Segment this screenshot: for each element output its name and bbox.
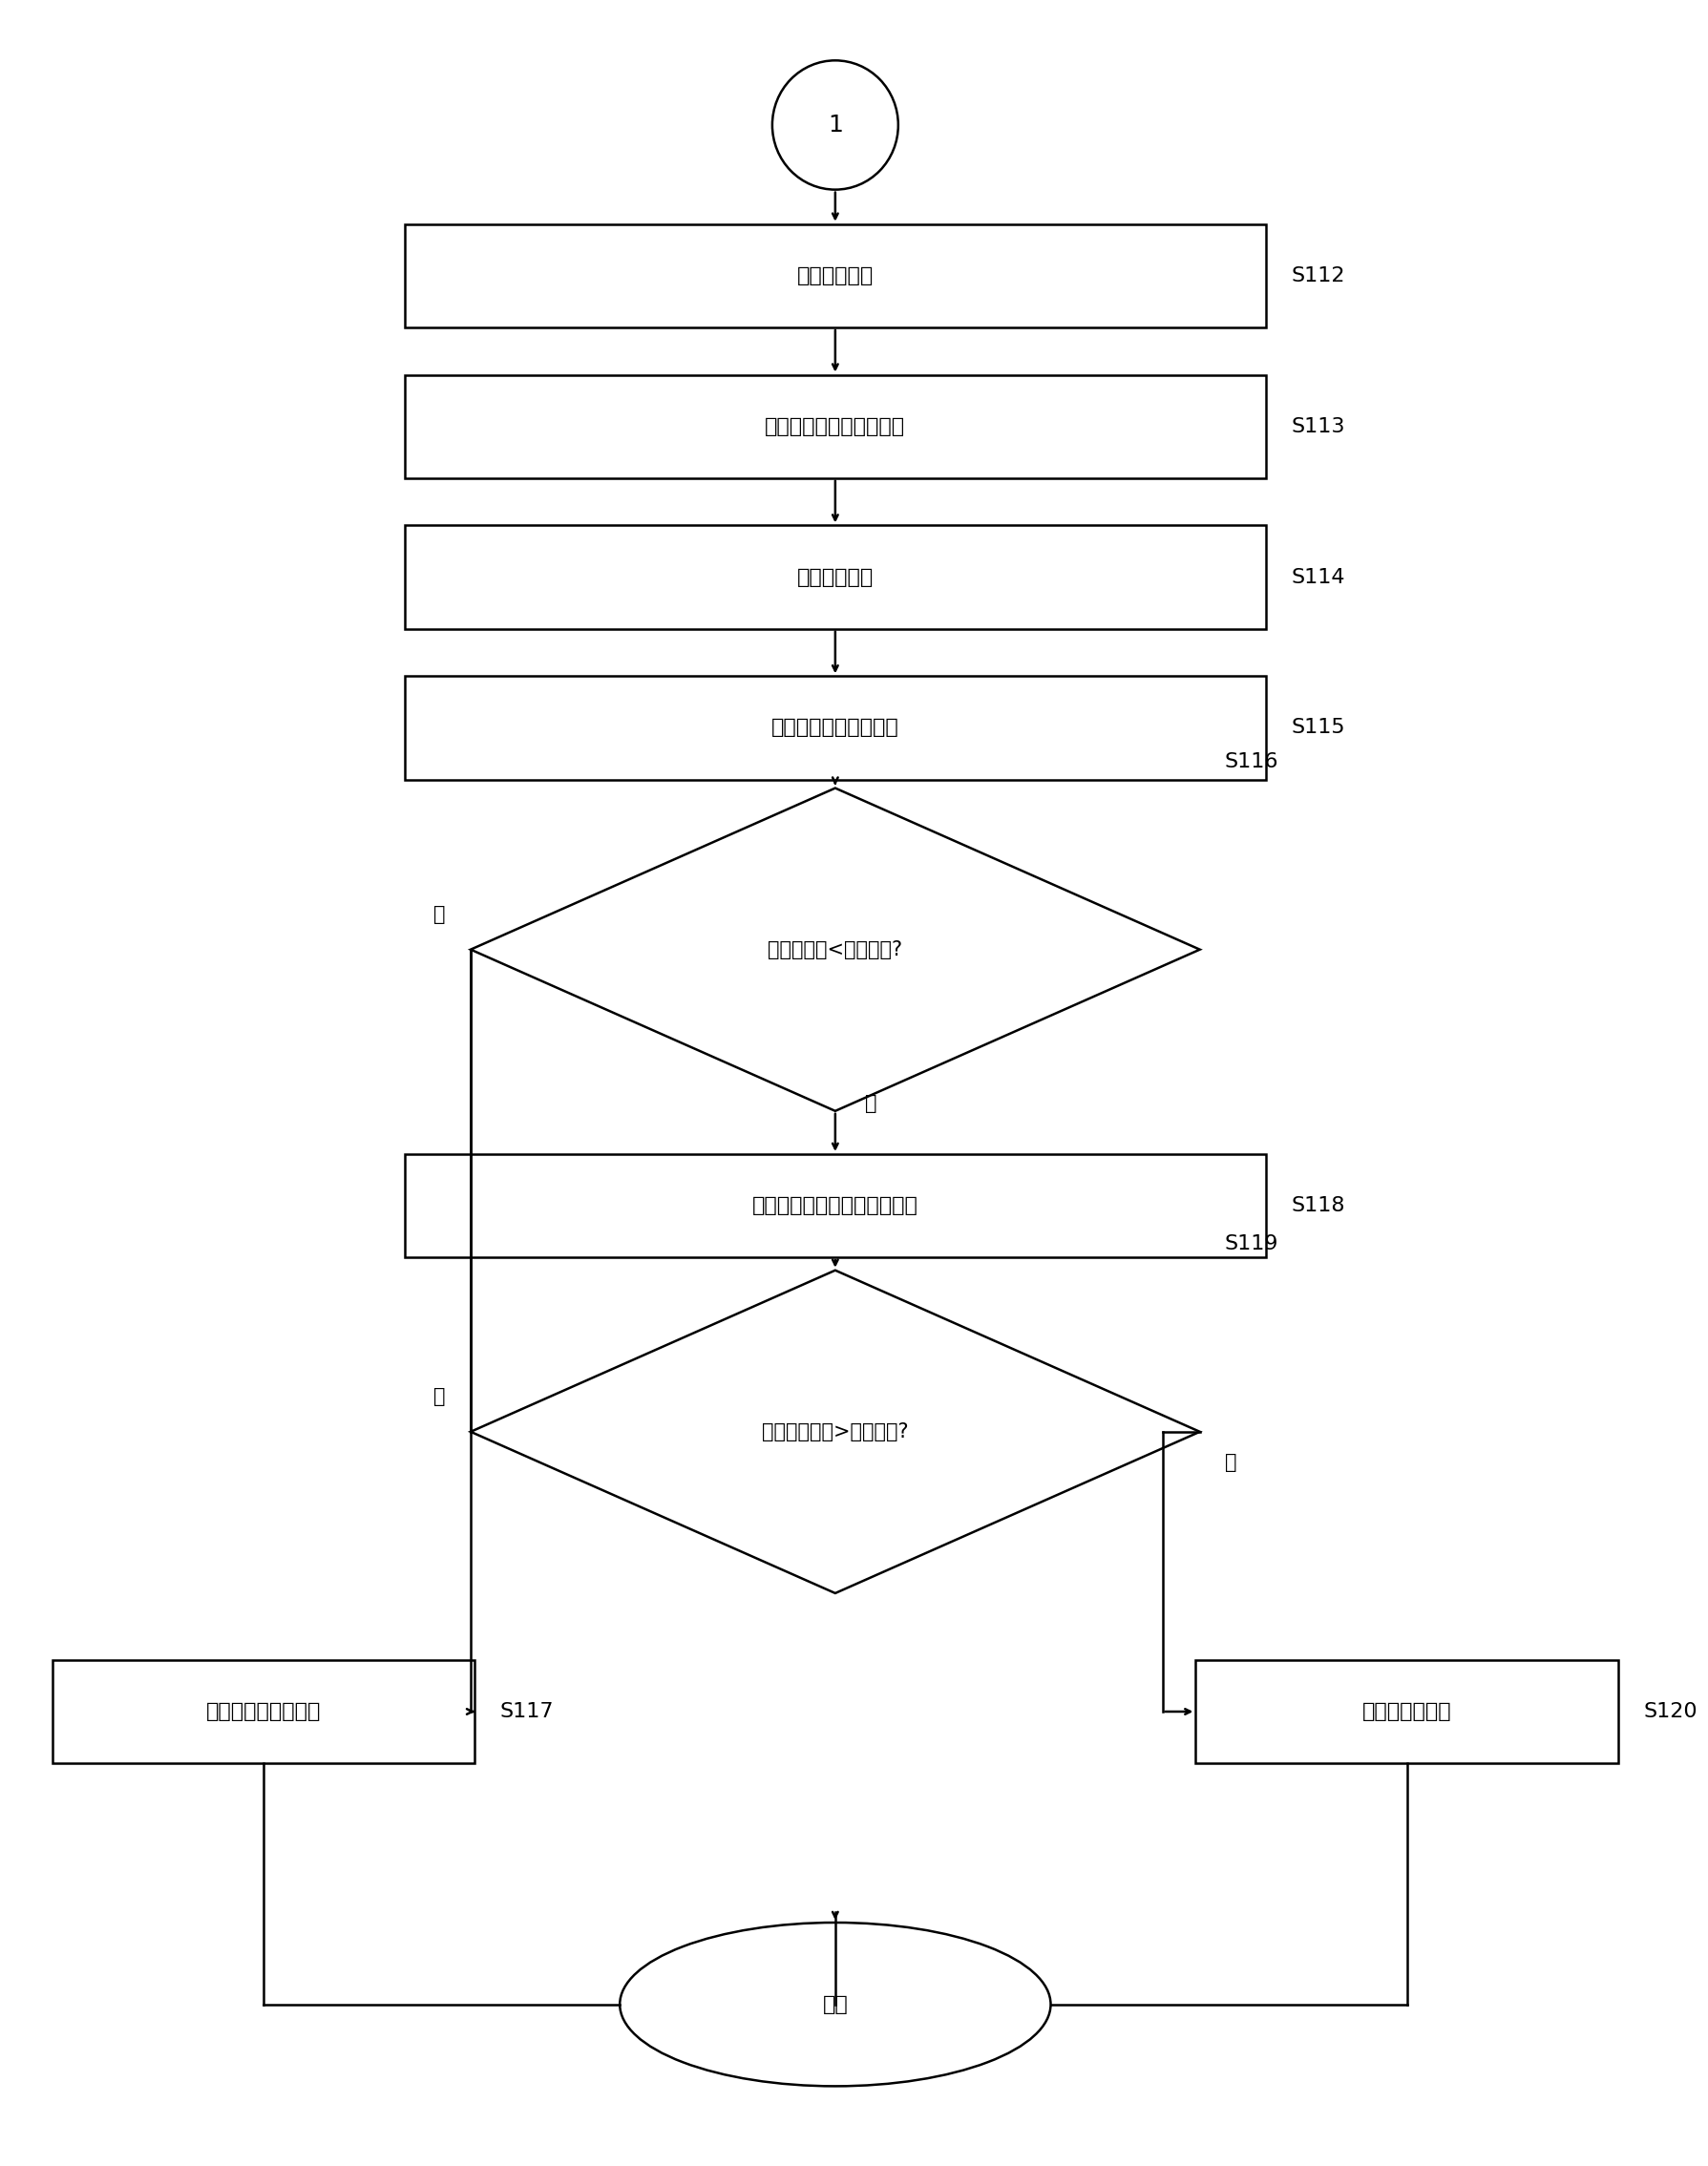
- Text: 检测出极小値: 检测出极小値: [798, 567, 873, 587]
- Polygon shape: [471, 1269, 1199, 1594]
- Text: S113: S113: [1291, 416, 1344, 435]
- Ellipse shape: [772, 61, 898, 191]
- Text: S114: S114: [1291, 567, 1344, 587]
- Text: 否: 否: [864, 1094, 876, 1113]
- Text: 连续像素数量>规定数量?: 连续像素数量>规定数量?: [762, 1423, 909, 1440]
- Bar: [1196, 1659, 1617, 1763]
- Text: 对垂直方向连续像素进行计数: 对垂直方向连续像素进行计数: [752, 1196, 919, 1215]
- Text: 不能检测出检测对象: 不能检测出检测对象: [207, 1702, 321, 1722]
- Bar: [405, 223, 1266, 327]
- Text: 是: 是: [434, 905, 446, 923]
- Text: 1: 1: [828, 113, 842, 136]
- Bar: [405, 375, 1266, 479]
- Text: S117: S117: [500, 1702, 553, 1722]
- Polygon shape: [471, 788, 1199, 1111]
- Bar: [405, 526, 1266, 628]
- Text: 返回: 返回: [823, 1995, 847, 2014]
- Bar: [405, 676, 1266, 780]
- Text: S120: S120: [1643, 1702, 1698, 1722]
- Text: 设定检测区域: 设定检测区域: [798, 266, 873, 286]
- Text: 导出水平方向累加値变化: 导出水平方向累加値变化: [765, 416, 905, 435]
- Bar: [53, 1659, 475, 1763]
- Text: 是: 是: [434, 1386, 446, 1406]
- Bar: [405, 1154, 1266, 1258]
- Text: S119: S119: [1225, 1235, 1279, 1254]
- Text: S116: S116: [1225, 752, 1279, 771]
- Text: S118: S118: [1291, 1196, 1344, 1215]
- Text: 检测出检测对象: 检测出检测对象: [1363, 1702, 1452, 1722]
- Text: 极小値数量<规定数量?: 极小値数量<规定数量?: [769, 940, 902, 960]
- Ellipse shape: [620, 1923, 1050, 2086]
- Text: S112: S112: [1291, 266, 1344, 286]
- Text: S115: S115: [1291, 719, 1344, 736]
- Text: 否: 否: [1225, 1453, 1237, 1473]
- Text: 对极小値数量进行计数: 对极小値数量进行计数: [772, 719, 898, 736]
